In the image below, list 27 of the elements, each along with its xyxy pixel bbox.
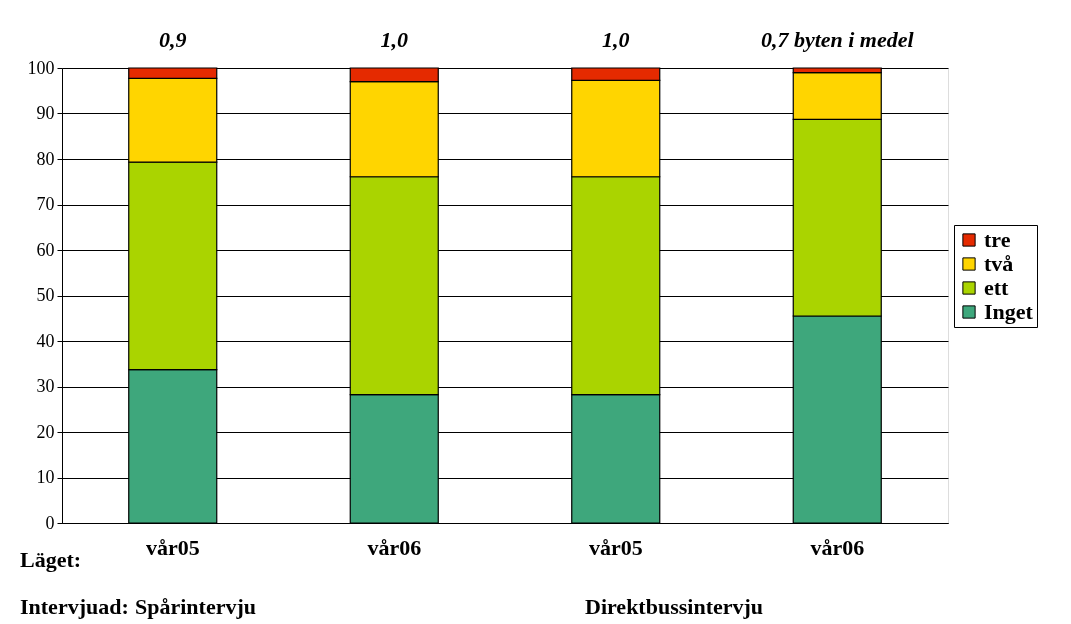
- y-tick-label: 70: [36, 194, 55, 214]
- x-tick-label: vår05: [145, 534, 200, 560]
- y-tick-label: 80: [36, 148, 55, 169]
- legend-label: ett: [984, 275, 1010, 300]
- y-tick-label: 60: [36, 239, 55, 260]
- text: Intervjuad:: [20, 594, 129, 619]
- text: 0,9: [159, 27, 187, 52]
- y-tick-label: 100: [27, 57, 55, 78]
- y-tick-label: 0: [45, 512, 55, 533]
- y-tick-label: 50: [36, 285, 55, 305]
- legend-label: Inget: [984, 299, 1034, 324]
- y-tick-label: 20: [36, 421, 55, 442]
- text: 1,0: [380, 27, 408, 52]
- text: 1,0: [602, 27, 630, 52]
- x-axis-title: Läget:: [20, 547, 82, 572]
- y-tick-label: 10: [36, 467, 55, 487]
- y-tick-label: 90: [36, 103, 55, 123]
- text: 0,7 byten i medel: [760, 27, 915, 52]
- x-tick-label: vår05: [588, 534, 643, 560]
- legend-label: två: [984, 251, 1014, 276]
- x-tick-label: vår06: [810, 534, 865, 560]
- y-tick-label: 30: [36, 376, 55, 396]
- x-tick-label: vår06: [367, 534, 422, 560]
- legend-label: tre: [984, 227, 1011, 252]
- text: Spårintervju: [135, 594, 256, 619]
- text: Direktbussintervju: [585, 594, 764, 619]
- y-tick-label: 40: [36, 330, 55, 351]
